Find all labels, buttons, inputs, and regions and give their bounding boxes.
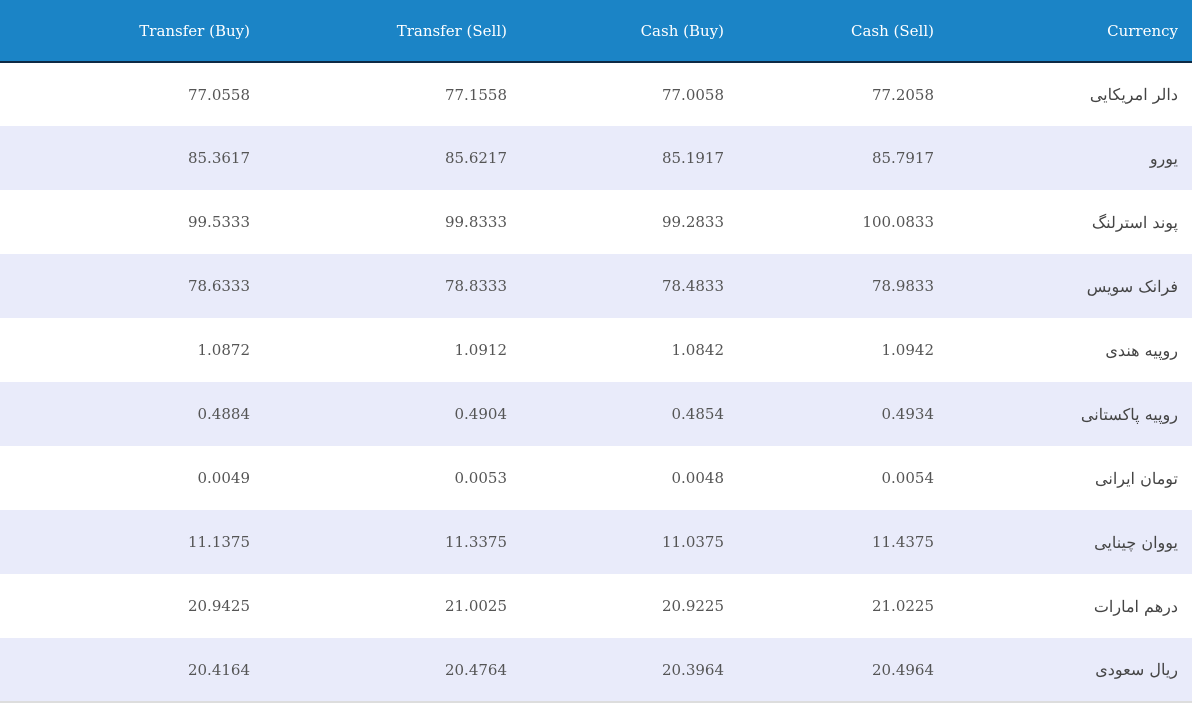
cell-cash-buy: 78.4833 xyxy=(661,277,724,295)
cell-transfer-sell: 78.8333 xyxy=(444,277,507,295)
cell-cash-sell: 1.0942 xyxy=(881,341,935,359)
cell-currency: روپیه پاکستانی xyxy=(1080,404,1178,424)
cell-cash-buy: 1.0842 xyxy=(671,341,725,359)
cell-cash-buy: 11.0375 xyxy=(661,533,724,551)
cell-cash-sell: 20.4964 xyxy=(871,660,934,679)
cell-transfer-buy: 85.3617 xyxy=(187,149,250,167)
table-row: 11.1375 11.3375 11.0375 11.4375 یووان چی… xyxy=(0,510,1192,574)
header-transfer-buy: Transfer (Buy) xyxy=(0,0,250,63)
cell-transfer-buy: 0.4884 xyxy=(197,405,251,423)
cell-transfer-sell: 11.3375 xyxy=(444,533,507,551)
header-transfer-sell: Transfer (Sell) xyxy=(250,0,507,63)
cell-transfer-sell: 99.8333 xyxy=(444,213,507,231)
cell-currency: تومان ایرانی xyxy=(1095,468,1178,488)
cell-transfer-sell: 0.4904 xyxy=(454,405,508,423)
cell-cash-sell: 11.4375 xyxy=(871,533,934,551)
cell-cash-sell: 100.0833 xyxy=(862,213,934,231)
cell-transfer-sell: 20.4764 xyxy=(444,660,507,679)
cell-currency: ریال سعودی xyxy=(1095,660,1178,679)
cell-transfer-buy: 20.4164 xyxy=(187,660,250,679)
table-row: 1.0872 1.0912 1.0842 1.0942 روپیه هندی xyxy=(0,318,1192,382)
table-body: 77.0558 77.1558 77.0058 77.2058 دالر امر… xyxy=(0,62,1192,702)
cell-currency: یووان چینایی xyxy=(1094,532,1178,552)
cell-cash-sell: 85.7917 xyxy=(871,149,934,167)
table-row: 85.3617 85.6217 85.1917 85.7917 یورو xyxy=(0,126,1192,190)
cell-transfer-buy: 11.1375 xyxy=(187,533,250,551)
cell-transfer-sell: 1.0912 xyxy=(454,341,508,359)
cell-currency: روپیه هندی xyxy=(1105,340,1178,360)
table-row: 99.5333 99.8333 99.2833 100.0833 پوند اس… xyxy=(0,190,1192,254)
cell-currency: دالر امریکایی xyxy=(1089,85,1178,104)
cell-cash-sell: 0.4934 xyxy=(881,405,935,423)
cell-currency: درهم امارات xyxy=(1093,596,1178,616)
header-cash-sell: Cash (Sell) xyxy=(724,0,934,63)
header-currency: Currency xyxy=(934,0,1192,63)
cell-transfer-buy: 1.0872 xyxy=(197,341,251,359)
header-cash-buy: Cash (Buy) xyxy=(507,0,724,63)
table-row: 0.4884 0.4904 0.4854 0.4934 روپیه پاکستا… xyxy=(0,382,1192,446)
cell-cash-buy: 0.4854 xyxy=(671,405,725,423)
table-row: 20.4164 20.4764 20.3964 20.4964 ریال سعو… xyxy=(0,638,1192,702)
cell-transfer-buy: 99.5333 xyxy=(187,213,250,231)
cell-cash-buy: 0.0048 xyxy=(671,469,725,487)
cell-cash-buy: 99.2833 xyxy=(661,213,724,231)
table-row: 0.0049 0.0053 0.0048 0.0054 تومان ایرانی xyxy=(0,446,1192,510)
cell-cash-sell: 78.9833 xyxy=(871,277,934,295)
cell-cash-sell: 0.0054 xyxy=(881,469,935,487)
table-row: 78.6333 78.8333 78.4833 78.9833 فرانک سو… xyxy=(0,254,1192,318)
table-row: 20.9425 21.0025 20.9225 21.0225 درهم اما… xyxy=(0,574,1192,638)
header-row: Transfer (Buy) Transfer (Sell) Cash (Buy… xyxy=(0,0,1192,63)
cell-cash-sell: 77.2058 xyxy=(871,85,934,104)
table-row: 77.0558 77.1558 77.0058 77.2058 دالر امر… xyxy=(0,62,1192,126)
cell-currency: فرانک سویس xyxy=(1086,276,1178,296)
cell-cash-buy: 20.9225 xyxy=(661,597,724,615)
cell-transfer-sell: 77.1558 xyxy=(444,85,507,104)
cell-cash-buy: 20.3964 xyxy=(661,660,724,679)
cell-transfer-buy: 20.9425 xyxy=(187,597,250,615)
table-header: Transfer (Buy) Transfer (Sell) Cash (Buy… xyxy=(0,0,1192,63)
cell-cash-buy: 85.1917 xyxy=(661,149,724,167)
cell-transfer-buy: 78.6333 xyxy=(187,277,250,295)
cell-cash-buy: 77.0058 xyxy=(661,85,724,104)
cell-transfer-sell: 21.0025 xyxy=(444,597,507,615)
cell-transfer-sell: 0.0053 xyxy=(454,469,508,487)
cell-currency: یورو xyxy=(1149,148,1178,168)
cell-transfer-buy: 77.0558 xyxy=(187,85,250,104)
cell-transfer-sell: 85.6217 xyxy=(444,149,507,167)
cell-transfer-buy: 0.0049 xyxy=(197,469,251,487)
cell-cash-sell: 21.0225 xyxy=(871,597,934,615)
cell-currency: پوند استرلنگ xyxy=(1091,212,1178,232)
